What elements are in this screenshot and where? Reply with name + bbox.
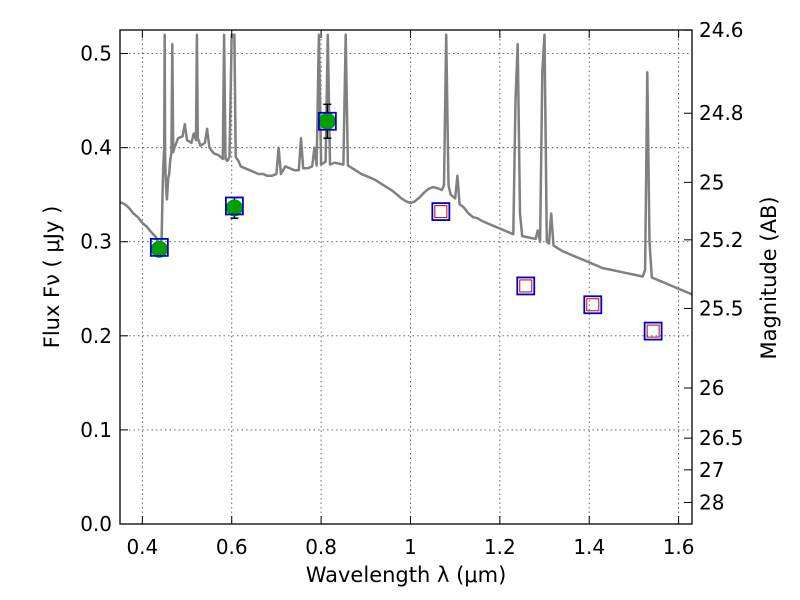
- model-point: [643, 321, 663, 341]
- model-point: [431, 202, 451, 222]
- model-point: [317, 111, 337, 131]
- y-tick-label: 0.1: [80, 418, 112, 442]
- x-tick-label: 0.8: [305, 535, 337, 559]
- axis-ticks: [120, 29, 692, 525]
- model-point: [583, 295, 603, 315]
- mag-tick-label: 25.5: [699, 296, 744, 320]
- mag-tick-label: 24.8: [699, 101, 744, 125]
- y-axis-label: Flux Fν ( μJy ): [40, 206, 64, 349]
- x-tick-label: 1: [404, 535, 417, 559]
- model-point: [149, 237, 169, 257]
- y-tick-label: 0.0: [80, 512, 112, 536]
- upper-limit-point: [519, 279, 533, 293]
- mag-tick-label: 25: [699, 170, 724, 194]
- mag-tick-label: 26: [699, 376, 724, 400]
- spectrum-line: [119, 33, 693, 296]
- mag-tick-label: 26.5: [699, 426, 744, 450]
- x-tick-label: 1.4: [573, 535, 605, 559]
- y-tick-label: 0.3: [80, 230, 112, 254]
- upper-limit-point: [586, 298, 600, 312]
- upper-limit-point: [646, 324, 660, 338]
- model-point: [224, 196, 244, 216]
- x-tick-label: 0.6: [216, 535, 248, 559]
- observed-point: [318, 112, 336, 130]
- y-tick-label: 0.4: [80, 136, 112, 160]
- mag-tick-label: 28: [699, 490, 724, 514]
- upper-limit-point: [434, 205, 448, 219]
- x-tick-label: 1.2: [484, 535, 516, 559]
- observed-point: [150, 240, 168, 258]
- x-axis-label: Wavelength λ (μm): [306, 563, 507, 587]
- markers: [149, 103, 663, 341]
- plot-frame: [119, 29, 693, 525]
- right-axis-label: Magnitude (AB): [757, 196, 781, 359]
- y-tick-label: 0.5: [80, 42, 112, 66]
- axis-tick-labels: 0.4 0.6 0.8 1 1.2 1.4 1.6 0.0 0.1 0.2 0.3 0.4 0.5 24.…: [80, 18, 743, 559]
- mag-tick-label: 24.6: [699, 18, 744, 42]
- x-tick-label: 1.6: [663, 535, 695, 559]
- model-point: [516, 276, 536, 296]
- mag-tick-label: 27: [699, 458, 724, 482]
- observed-point: [225, 199, 243, 217]
- y-tick-label: 0.2: [80, 324, 112, 348]
- mag-tick-label: 25.2: [699, 228, 744, 252]
- x-tick-label: 0.4: [126, 535, 158, 559]
